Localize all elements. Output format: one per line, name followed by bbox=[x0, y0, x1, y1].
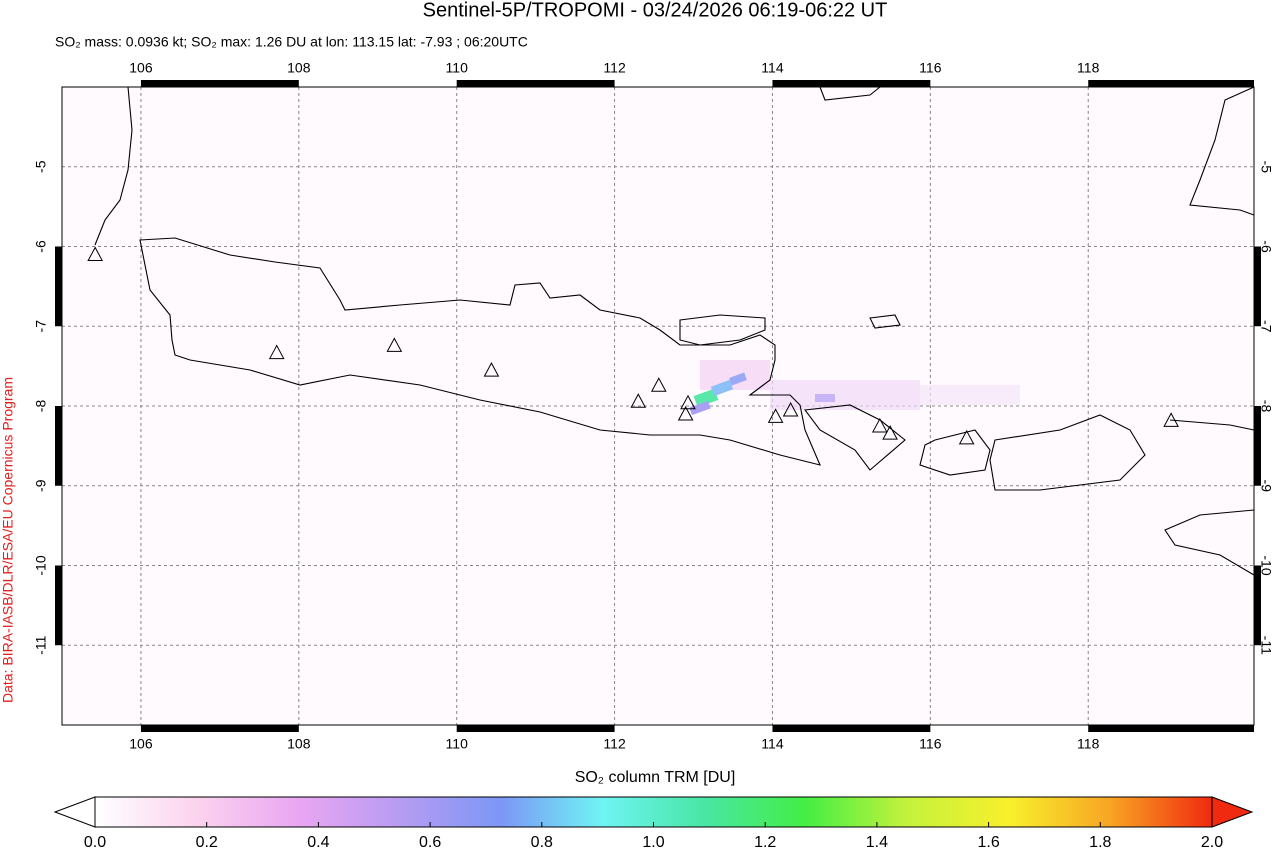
y-tick-label: -5 bbox=[33, 160, 49, 173]
coastline bbox=[989, 414, 1146, 491]
volcano bbox=[630, 393, 647, 408]
colorbar-tick-label: 1.8 bbox=[1089, 834, 1111, 851]
volcano bbox=[483, 362, 500, 377]
border-bar bbox=[140, 725, 299, 732]
colorbar-tick-label: 0.2 bbox=[196, 834, 218, 851]
border-bar bbox=[1088, 80, 1254, 87]
colorbar-tick-label: 1.6 bbox=[977, 834, 999, 851]
x-tick-label: 106 bbox=[129, 736, 153, 752]
colorbar-over bbox=[1211, 796, 1254, 828]
x-tick-label: 106 bbox=[129, 60, 153, 76]
y-tick-label: -8 bbox=[33, 400, 49, 413]
volcano bbox=[268, 344, 285, 360]
colorbar-tick-label: 2.0 bbox=[1201, 834, 1223, 851]
border-bar bbox=[55, 565, 62, 646]
plume-patch bbox=[700, 360, 770, 390]
coastline bbox=[1189, 86, 1255, 216]
x-tick-label: 108 bbox=[287, 60, 311, 76]
x-tick-label: 112 bbox=[603, 60, 626, 76]
x-tick-label: 108 bbox=[287, 736, 311, 752]
plume-patch bbox=[693, 388, 719, 408]
x-tick-label: 112 bbox=[603, 736, 626, 752]
title: Sentinel-5P/TROPOMI - 03/24/2026 06:19-0… bbox=[423, 0, 888, 21]
coastline bbox=[1164, 509, 1255, 576]
border-bar bbox=[1088, 725, 1254, 732]
y-tick-label: -11 bbox=[1258, 636, 1272, 655]
volcanoes bbox=[87, 246, 1179, 445]
volcano bbox=[386, 337, 403, 352]
volcano bbox=[782, 401, 799, 417]
y-tick-label: -6 bbox=[33, 240, 49, 253]
colorbar-tick-label: 0.0 bbox=[84, 834, 106, 851]
x-tick-label: 116 bbox=[919, 736, 942, 752]
y-tick-label: -6 bbox=[1258, 240, 1272, 253]
y-tick-label: -10 bbox=[1258, 555, 1272, 575]
volcano bbox=[650, 377, 667, 392]
coastline bbox=[679, 314, 766, 346]
volcano bbox=[1163, 412, 1179, 427]
y-tick-label: -9 bbox=[33, 479, 49, 492]
coastline bbox=[139, 237, 821, 466]
coastlines bbox=[94, 86, 1255, 576]
volcano bbox=[87, 246, 103, 261]
colorbar-tick-label: 1.0 bbox=[642, 834, 664, 851]
y-tick-label: -11 bbox=[33, 635, 49, 654]
x-tick-label: 114 bbox=[761, 60, 784, 76]
ticks: 106 106 108 108 110 110 112 112 114 114 116 116 118 1… bbox=[33, 60, 1272, 752]
border-bar bbox=[772, 725, 931, 732]
border-bar bbox=[456, 725, 615, 732]
y-tick-label: -9 bbox=[1258, 480, 1272, 493]
border-bar bbox=[456, 80, 615, 87]
so2-plume bbox=[689, 360, 1020, 416]
plume-patch bbox=[689, 400, 711, 416]
coastline bbox=[803, 404, 906, 471]
border-bar bbox=[1254, 406, 1261, 486]
plume-patch bbox=[815, 394, 835, 402]
y-tick-label: -7 bbox=[33, 320, 49, 333]
credit: Data: BIRA-IASB/DLR/ESA/EU Copernicus Pr… bbox=[0, 377, 16, 703]
plume-patch bbox=[920, 385, 1020, 405]
volcano bbox=[871, 417, 888, 433]
x-tick-label: 118 bbox=[1077, 60, 1100, 76]
border-bar bbox=[1254, 246, 1261, 327]
y-tick-label: -10 bbox=[33, 555, 49, 575]
y-tick-label: -5 bbox=[1258, 161, 1272, 174]
x-tick-label: 114 bbox=[761, 736, 784, 752]
plume-patch bbox=[710, 379, 734, 397]
plume-patch bbox=[770, 380, 920, 410]
colorbar-tick-label: 0.4 bbox=[307, 834, 329, 851]
border-bar bbox=[772, 80, 931, 87]
x-tick-label: 116 bbox=[919, 60, 942, 76]
colorbar-tick-label: 0.6 bbox=[419, 834, 441, 851]
coastline bbox=[869, 314, 901, 329]
y-tick-label: -8 bbox=[1258, 400, 1272, 413]
plume-patch bbox=[729, 372, 747, 386]
volcano bbox=[680, 394, 696, 410]
colorbar-tick-label: 1.4 bbox=[866, 834, 888, 851]
border-bar bbox=[55, 246, 62, 327]
border-bar bbox=[140, 80, 299, 87]
border-bar bbox=[55, 406, 62, 486]
x-tick-label: 118 bbox=[1077, 736, 1100, 752]
subtitle: SO₂ mass: 0.0936 kt; SO₂ max: 1.26 DU at… bbox=[55, 34, 528, 50]
x-tick-label: 110 bbox=[446, 60, 469, 76]
coastline bbox=[94, 86, 133, 246]
colorbar-tick-label: 0.8 bbox=[531, 834, 553, 851]
border-bar bbox=[1254, 565, 1261, 646]
colorbar-label: SO₂ column TRM [DU] bbox=[575, 769, 736, 786]
colorbar-under bbox=[53, 796, 96, 828]
coastline bbox=[919, 429, 991, 476]
x-tick-label: 110 bbox=[446, 736, 469, 752]
colorbar-tick-label: 1.2 bbox=[754, 834, 776, 851]
coastline bbox=[1169, 419, 1255, 431]
volcano bbox=[677, 405, 694, 421]
volcano bbox=[882, 425, 898, 440]
colorbar-ticks: 0.0 0.2 0.4 0.6 0.8 1.0 1.2 1.4 1.6 1.8 2.0 bbox=[84, 822, 1223, 851]
volcano bbox=[958, 429, 975, 445]
coastline bbox=[819, 86, 881, 101]
y-tick-label: -7 bbox=[1258, 320, 1272, 333]
volcano bbox=[767, 408, 784, 423]
